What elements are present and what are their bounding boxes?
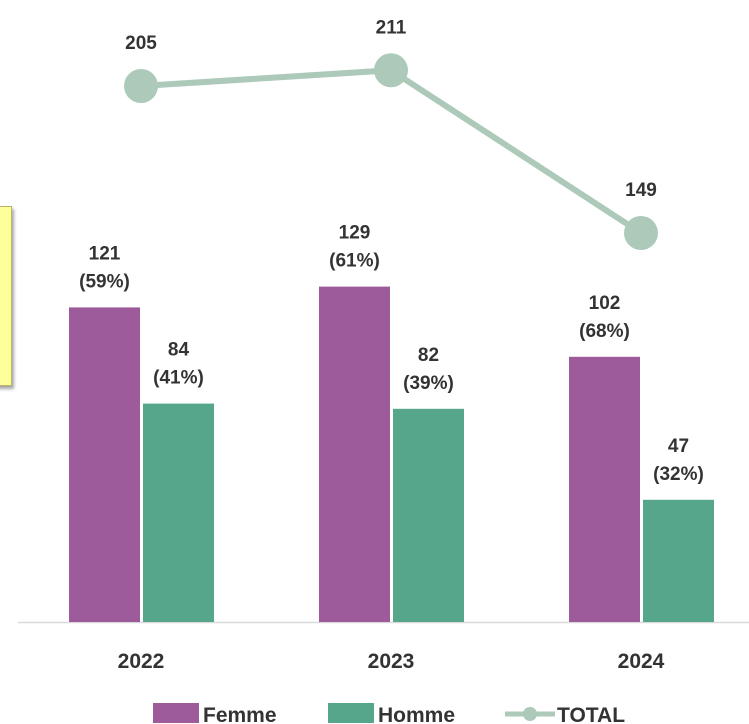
data-label-homme-2023: 82 <box>418 345 439 366</box>
pct-label-femme-2024: (68%) <box>579 321 630 342</box>
total-label-2022: 205 <box>125 33 157 54</box>
x-tick-label-2023: 2023 <box>368 650 415 673</box>
bar-femme-2022 <box>69 307 140 622</box>
data-label-homme-2024: 47 <box>668 436 689 457</box>
x-tick-label-2024: 2024 <box>618 650 665 673</box>
total-point-2023 <box>374 53 408 88</box>
pct-label-femme-2022: (59%) <box>79 271 130 292</box>
total-label-2024: 149 <box>625 180 657 201</box>
total-line <box>138 67 644 236</box>
bar-femme-2023 <box>319 286 390 622</box>
total-label-2023: 211 <box>376 17 407 38</box>
legend-label-homme: Homme <box>378 704 455 724</box>
bar-homme-2023 <box>393 408 464 622</box>
pct-label-homme-2022: (41%) <box>153 368 204 389</box>
legend-swatch-femme <box>153 703 199 723</box>
pct-label-homme-2023: (39%) <box>403 373 454 394</box>
bar-femme-2024 <box>569 356 640 622</box>
data-label-homme-2022: 84 <box>168 340 190 361</box>
sticky-note[interactable] <box>0 206 12 386</box>
total-point-2022 <box>124 69 158 103</box>
legend-swatch-homme <box>328 703 374 723</box>
pct-label-homme-2024: (32%) <box>653 464 704 485</box>
pct-label-femme-2023: (61%) <box>329 251 380 272</box>
data-label-femme-2024: 102 <box>589 293 621 314</box>
total-point-2024 <box>624 216 658 250</box>
data-label-femme-2023: 129 <box>339 223 371 244</box>
x-tick-label-2022: 2022 <box>118 650 165 673</box>
bar-homme-2024 <box>643 499 714 622</box>
legend-label-femme: Femme <box>203 704 277 724</box>
legend-label-total: TOTAL <box>557 704 625 724</box>
legend-marker-total <box>523 707 537 721</box>
data-label-femme-2022: 121 <box>89 243 121 264</box>
bar-homme-2022 <box>143 403 214 622</box>
